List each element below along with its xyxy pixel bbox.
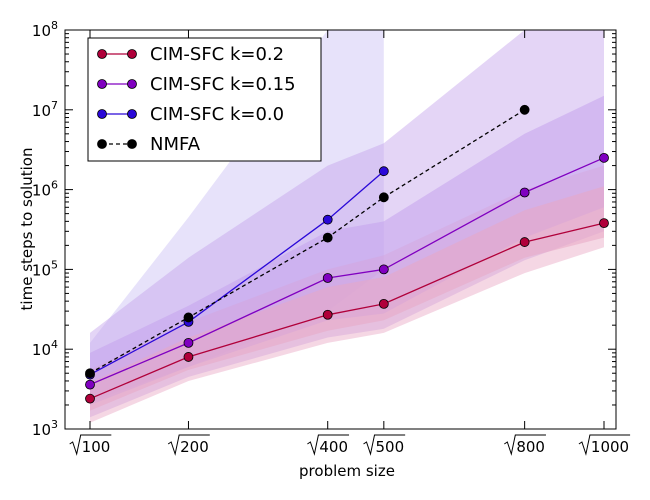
legend-marker: [127, 109, 137, 119]
axis-ticks: [65, 29, 616, 430]
x-tick-label: 100: [69, 434, 112, 456]
y-tick-labels: 103 104 105 106 107 108: [32, 19, 58, 439]
data-point: [85, 368, 95, 379]
data-point: [183, 337, 194, 348]
y-tick-label: 108: [32, 19, 58, 40]
x-tick-label: 1000: [578, 434, 631, 456]
data-point: [378, 264, 389, 275]
x-tick-label-text: 100: [82, 438, 111, 456]
data-point: [599, 218, 609, 229]
confidence-bands: [90, 30, 604, 423]
legend: CIM-SFC k=0.2 CIM-SFC k=0.15 CIM-SFC k=0.0…: [87, 37, 322, 162]
series-line-2: [89, 170, 385, 376]
sqrt-icon: [504, 434, 546, 456]
legend-label: CIM-SFC k=0.15: [150, 74, 296, 95]
data-point: [183, 352, 194, 362]
data-point: [378, 166, 389, 177]
x-tick-label: 500: [363, 434, 406, 456]
legend-marker: [97, 79, 107, 89]
x-tick-label-text: 200: [180, 438, 209, 456]
legend-marker: [97, 109, 107, 119]
y-tick-label: 103: [32, 418, 58, 439]
data-point: [85, 379, 95, 390]
band-inner-0: [90, 186, 604, 411]
legend-marker: [97, 49, 107, 59]
x-tick-label: 200: [167, 434, 210, 456]
legend-marker: [127, 49, 137, 59]
legend-item: CIM-SFC k=0.15: [97, 74, 296, 95]
series-line-0: [89, 222, 605, 400]
data-point: [599, 152, 609, 163]
x-tick-label: 400: [307, 434, 350, 456]
plot-frame: [64, 29, 617, 430]
data-point: [519, 237, 530, 247]
x-tick-label-text: 800: [516, 438, 545, 456]
sqrt-icon: [578, 434, 631, 456]
data-point: [378, 298, 389, 309]
data-point: [85, 393, 95, 404]
x-tick-labels: 100 200 400 500 800 1000: [69, 434, 631, 456]
x-tick-label-text: 500: [376, 438, 405, 456]
series-line-1: [89, 157, 605, 386]
y-tick-label: 105: [32, 258, 58, 279]
legend-marker: [127, 139, 137, 149]
legend-marker: [127, 79, 137, 89]
y-tick-label: 107: [32, 99, 58, 120]
y-tick-label: 104: [32, 338, 58, 359]
legend-item: CIM-SFC k=0.2: [97, 44, 284, 65]
data-point: [322, 273, 333, 283]
sqrt-icon: [167, 434, 210, 456]
legend-item: CIM-SFC k=0.0: [97, 104, 284, 125]
legend-box: [87, 37, 322, 162]
x-tick-label-text: 1000: [591, 438, 629, 456]
legend-item: NMFA: [97, 134, 201, 155]
sqrt-icon: [363, 434, 406, 456]
x-axis-label: problem size: [299, 462, 395, 480]
y-axis-label: time steps to solution: [18, 148, 36, 311]
x-tick-label: 800: [504, 434, 546, 456]
data-point: [322, 309, 333, 320]
data-point: [322, 232, 333, 243]
legend-label: NMFA: [150, 134, 201, 155]
data-point: [378, 192, 389, 203]
sqrt-icon: [69, 434, 112, 456]
legend-marker: [97, 139, 107, 149]
data-point: [519, 104, 530, 115]
data-point: [322, 214, 333, 225]
x-tick-label-text: 400: [319, 438, 348, 456]
series-lines: [85, 104, 609, 404]
legend-label: CIM-SFC k=0.0: [150, 104, 284, 125]
y-tick-label: 106: [32, 179, 58, 200]
sqrt-icon: [307, 434, 350, 456]
data-point: [519, 187, 530, 198]
data-point: [183, 312, 194, 323]
legend-label: CIM-SFC k=0.2: [150, 44, 284, 65]
